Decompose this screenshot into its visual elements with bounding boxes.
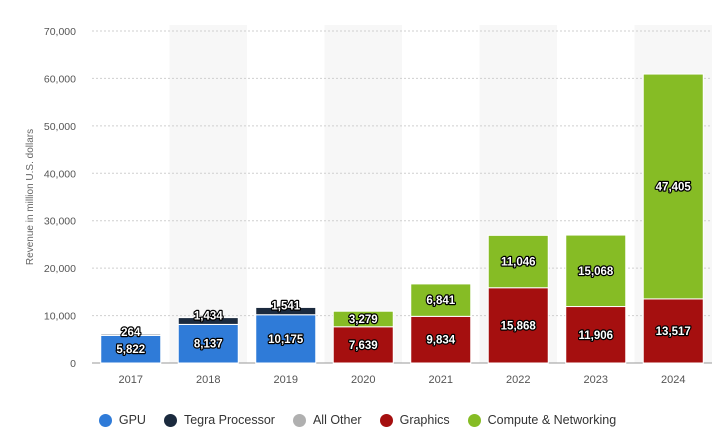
data-label: 6,841 bbox=[426, 295, 455, 307]
legend-item-tegra-processor[interactable]: Tegra Processor bbox=[163, 413, 275, 427]
y-axis-title: Revenue in million U.S. dollars bbox=[25, 129, 36, 265]
legend-label: Graphics bbox=[399, 413, 450, 427]
x-tick-label: 2024 bbox=[661, 374, 685, 386]
bar-graphics-2020 bbox=[332, 326, 394, 364]
bar-tegra-processor-2019 bbox=[255, 306, 317, 316]
bar-compute-networking-2024 bbox=[642, 73, 704, 300]
bar-compute-networking-2020 bbox=[332, 310, 394, 328]
data-label: 15,068 bbox=[578, 266, 614, 278]
data-label: 13,517 bbox=[656, 326, 691, 338]
bar-graphics-2024 bbox=[642, 298, 704, 364]
legend-item-all-other[interactable]: All Other bbox=[292, 413, 362, 427]
data-label: 264 bbox=[121, 327, 141, 339]
column-band-2018 bbox=[169, 25, 247, 363]
data-label: 3,279 bbox=[349, 314, 378, 326]
legend-item-gpu[interactable]: GPU bbox=[98, 413, 146, 427]
legend-label: All Other bbox=[312, 413, 362, 427]
data-label: 11,906 bbox=[578, 330, 613, 342]
bar-tegra-processor-2018 bbox=[177, 317, 239, 325]
legend-label: Tegra Processor bbox=[183, 413, 275, 427]
legend-item-compute-networking[interactable]: Compute & Networking bbox=[467, 413, 617, 427]
x-tick-label: 2018 bbox=[196, 374, 220, 386]
legend-swatch-icon bbox=[163, 413, 177, 427]
bar-graphics-2022 bbox=[487, 287, 549, 364]
legend-label: GPU bbox=[118, 413, 146, 427]
data-label: 8,137 bbox=[194, 339, 223, 351]
x-tick-label: 2021 bbox=[429, 374, 453, 386]
x-tick-label: 2023 bbox=[584, 374, 608, 386]
y-tick-label: 70,000 bbox=[44, 26, 76, 38]
x-tick-label: 2019 bbox=[274, 374, 298, 386]
legend-label: Compute & Networking bbox=[487, 413, 617, 427]
bar-tegra-processor-2017 bbox=[100, 333, 162, 336]
y-tick-label: 30,000 bbox=[44, 216, 76, 228]
legend-swatch-icon bbox=[379, 413, 393, 427]
legend-swatch-icon bbox=[467, 413, 481, 427]
legend-swatch-icon bbox=[292, 413, 306, 427]
data-label: 9,834 bbox=[426, 335, 455, 347]
data-label: 1,541 bbox=[271, 300, 300, 312]
data-label: 47,405 bbox=[656, 181, 692, 193]
column-band-2020 bbox=[324, 25, 402, 363]
x-tick-label: 2017 bbox=[119, 374, 143, 386]
y-tick-label: 50,000 bbox=[44, 121, 76, 133]
x-tick-label: 2022 bbox=[506, 374, 530, 386]
chart-legend: GPU Tegra Processor All Other Graphics Compu… bbox=[0, 408, 715, 432]
legend-item-graphics[interactable]: Graphics bbox=[379, 413, 450, 427]
y-tick-label: 20,000 bbox=[44, 263, 76, 275]
data-label: 5,822 bbox=[116, 344, 145, 356]
bar-compute-networking-2023 bbox=[565, 234, 627, 308]
y-tick-label: 0 bbox=[70, 358, 76, 370]
legend-swatch-icon bbox=[98, 413, 112, 427]
bar-compute-networking-2021 bbox=[410, 283, 472, 317]
y-tick-label: 40,000 bbox=[44, 168, 76, 180]
data-label: 11,046 bbox=[501, 257, 536, 269]
data-label: 10,175 bbox=[268, 334, 304, 346]
x-tick-label: 2020 bbox=[351, 374, 375, 386]
data-label: 7,639 bbox=[349, 340, 378, 352]
data-label: 15,868 bbox=[501, 320, 537, 332]
bar-compute-networking-2022 bbox=[487, 234, 549, 289]
y-tick-label: 10,000 bbox=[44, 311, 76, 323]
y-tick-label: 60,000 bbox=[44, 73, 76, 85]
bar-gpu-2018 bbox=[177, 323, 239, 364]
data-label: 1,434 bbox=[194, 311, 223, 323]
